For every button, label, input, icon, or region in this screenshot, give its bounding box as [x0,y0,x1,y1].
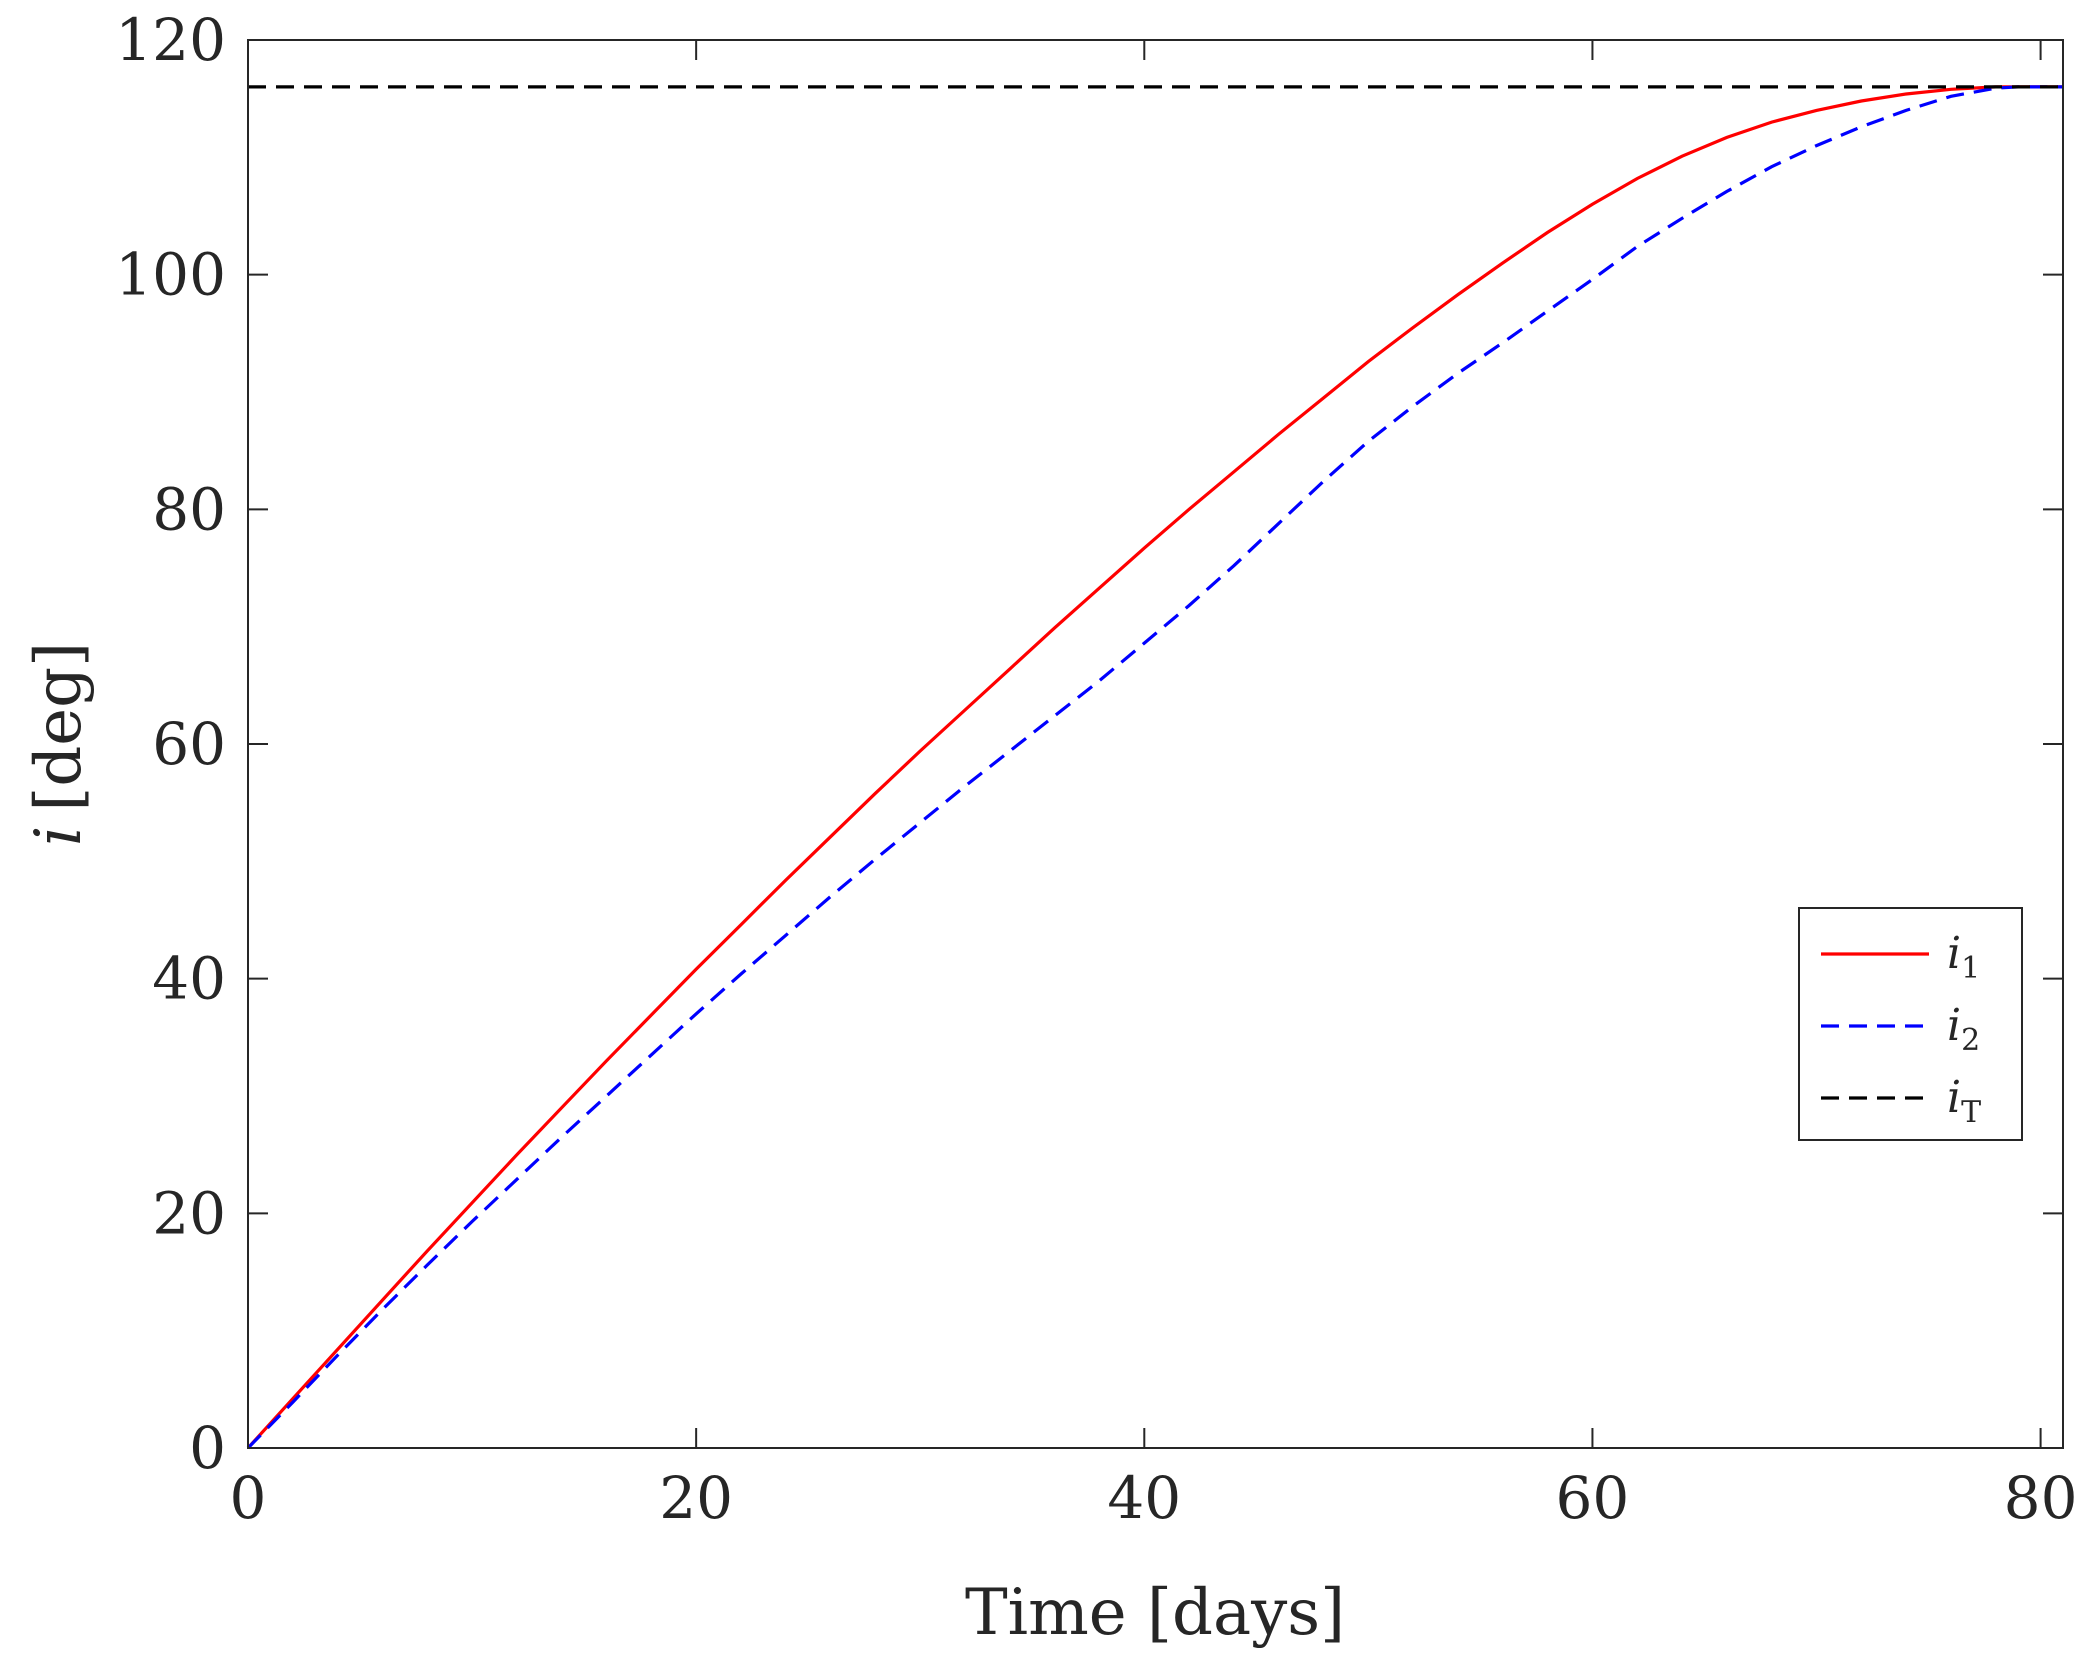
y-tick-label: 120 [115,6,226,74]
series-layer [246,85,2063,1450]
ticks-layer [247,39,2063,1449]
series-line-i-2 [246,85,2063,1450]
x-axis-label: Time [days] [965,1576,1345,1650]
y-tick-label: 60 [152,710,226,778]
x-tick-label: 40 [1107,1464,1181,1532]
y-tick-label: 0 [189,1414,226,1482]
y-tick-label: 100 [115,241,226,309]
y-tick-label: 40 [152,945,226,1013]
y-tick-label: 20 [152,1179,226,1247]
y-tick-labels: 0 20 40 60 80 100 120 [115,6,226,1482]
legend-box [1798,907,2023,1141]
x-tick-label: 60 [1556,1464,1630,1532]
y-axis-unit: [deg] [22,642,96,812]
legend-label-i-2: i2 [1947,1000,1980,1058]
y-tick-label: 80 [152,475,226,543]
x-tick-label: 20 [659,1464,733,1532]
y-axis-variable: i [22,826,96,846]
x-tick-labels: 0 20 40 60 80 [230,1464,2077,1532]
y-axis-label: i [deg] [22,642,96,846]
series-line-i-1 [246,85,2063,1450]
legend-label-i-T: iT [1947,1072,1981,1130]
x-tick-label: 0 [230,1464,267,1532]
legend: i1 i2 iT [1798,907,2023,1141]
legend-label-i-1: i1 [1947,928,1980,986]
x-tick-label: 80 [2004,1464,2077,1532]
